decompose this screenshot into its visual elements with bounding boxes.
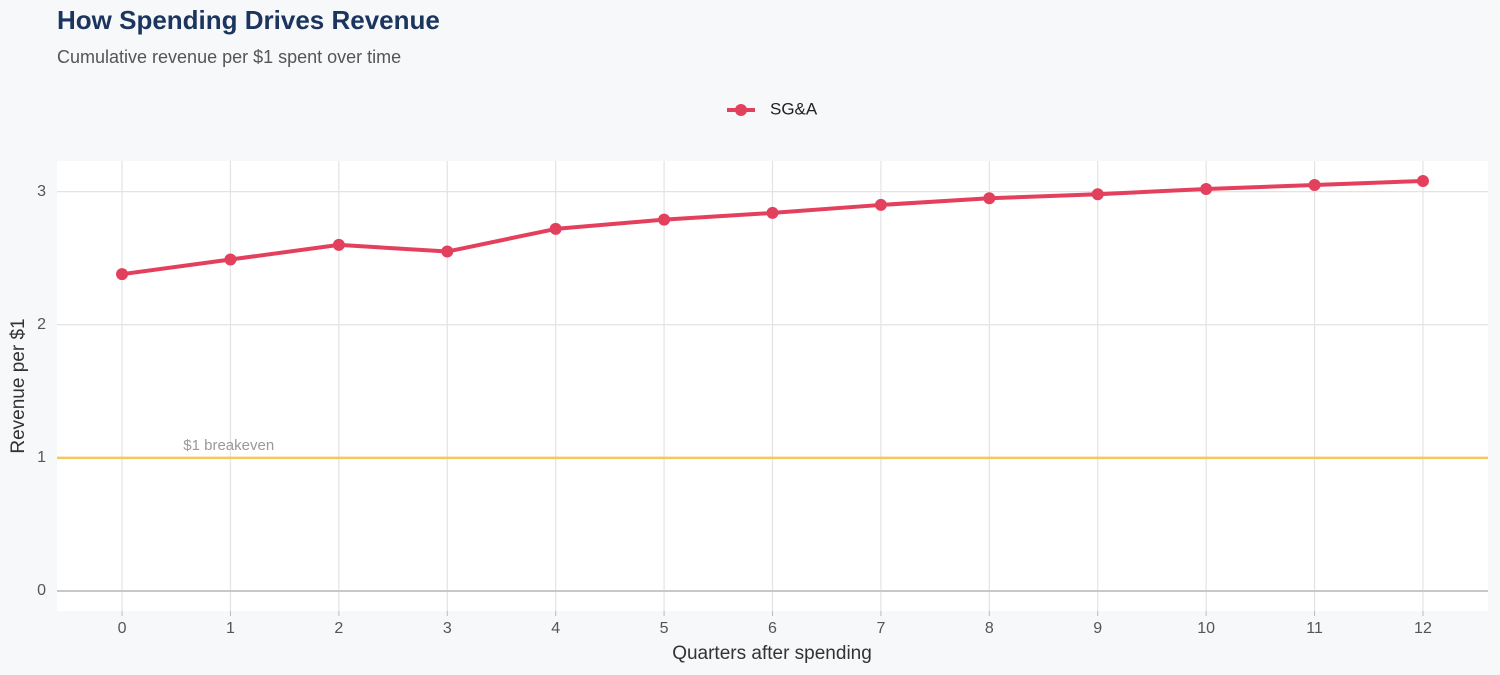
legend-label: SG&A [770, 99, 818, 118]
y-tick-label: 0 [37, 582, 46, 599]
x-tick-label: 8 [985, 620, 994, 637]
x-tick-label: 2 [334, 620, 343, 637]
data-point [983, 192, 996, 205]
x-tick-label: 9 [1093, 620, 1102, 637]
x-tick-label: 3 [443, 620, 452, 637]
data-point [658, 213, 671, 226]
x-tick-label: 12 [1414, 620, 1432, 637]
y-tick-label: 3 [37, 183, 46, 200]
y-tick-label: 1 [37, 449, 46, 466]
data-point [549, 222, 562, 235]
data-point [224, 253, 237, 266]
x-tick-label: 5 [660, 620, 669, 637]
data-point [1416, 174, 1429, 187]
data-point [874, 198, 887, 211]
data-point [1200, 182, 1213, 195]
x-tick-label: 11 [1306, 620, 1323, 637]
x-tick-label: 7 [876, 620, 885, 637]
reference-label: $1 breakeven [183, 437, 274, 454]
chart-subtitle: Cumulative revenue per $1 spent over tim… [57, 47, 401, 67]
data-point [332, 238, 345, 251]
x-tick-label: 10 [1197, 620, 1215, 637]
x-tick-label: 6 [768, 620, 777, 637]
y-axis-label: Revenue per $1 [8, 318, 29, 453]
x-tick-label: 0 [118, 620, 127, 637]
data-point [766, 206, 779, 219]
x-axis-label: Quarters after spending [672, 643, 872, 664]
x-tick-label: 1 [226, 620, 235, 637]
x-tick-label: 4 [551, 620, 560, 637]
data-point [441, 245, 454, 258]
data-point [116, 268, 129, 281]
chart-title: How Spending Drives Revenue [57, 5, 440, 35]
legend-swatch [735, 104, 747, 116]
data-point [1091, 188, 1104, 201]
y-tick-label: 2 [37, 316, 46, 333]
data-point [1308, 178, 1321, 191]
